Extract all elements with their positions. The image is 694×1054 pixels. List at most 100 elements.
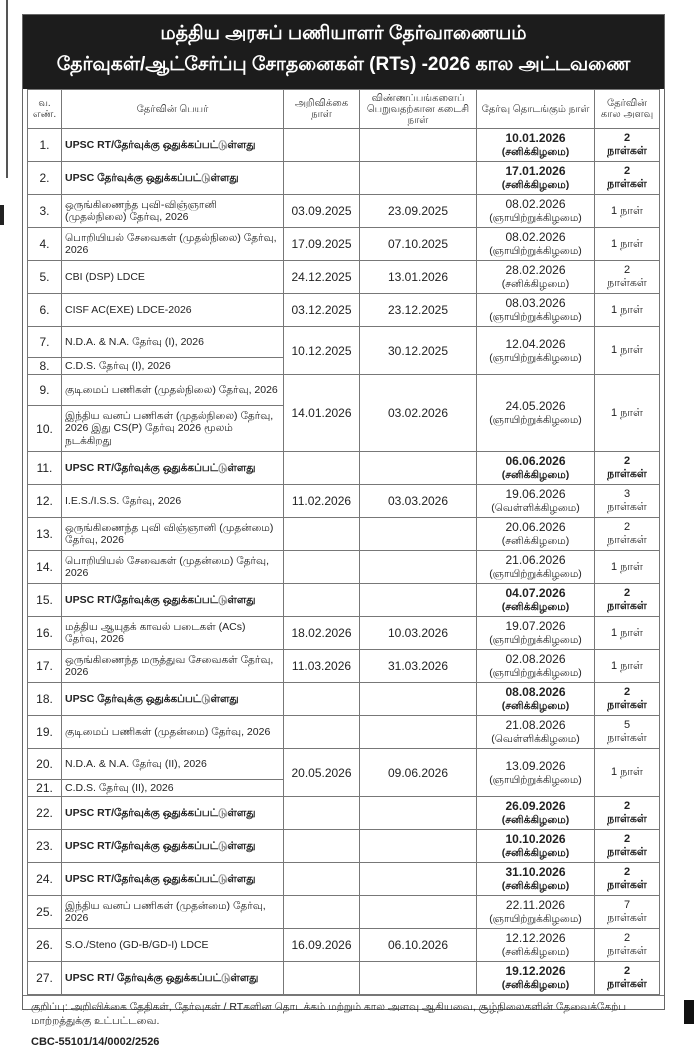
exam-duration: 2 நாள்கள் xyxy=(594,829,660,863)
notification-date: 03.09.2025 xyxy=(283,194,360,228)
notification-date xyxy=(283,451,360,485)
exam-date: 20.06.2026 xyxy=(505,520,566,534)
table-row: 2. UPSC தேர்வுக்கு ஒதுக்கப்பட்டுள்ளது 17.0… xyxy=(27,161,660,195)
serial-no: 12. xyxy=(27,484,62,518)
exam-weekday: (ஞாயிற்றுக்கிழமை) xyxy=(489,773,582,786)
exam-name: குடிமைப் பணிகள் (முதல்நிலை) தேர்வு, 2026 xyxy=(61,374,284,406)
exam-duration: 1 நாள் xyxy=(594,748,660,797)
exam-date: 04.07.2026 xyxy=(505,586,566,600)
serial-no: 6. xyxy=(27,293,62,327)
last-date xyxy=(359,715,477,749)
exam-name: இந்திய வனப் பணிகள் (முதன்மை) தேர்வு, 202… xyxy=(61,895,284,929)
exam-date: 08.02.2026 xyxy=(505,230,566,244)
header-exam-start-date: தேர்வு தொடங்கும் நாள் xyxy=(476,89,595,129)
last-date: 30.12.2025 xyxy=(359,326,477,375)
exam-name: பொறியியல் சேவைகள் (முதன்மை) தேர்வு, 2026 xyxy=(61,550,284,584)
exam-start-date: 19.07.2026 (ஞாயிற்றுக்கிழமை) xyxy=(476,616,595,650)
exam-duration: 1 நாள் xyxy=(594,550,660,584)
last-date: 13.01.2026 xyxy=(359,260,477,294)
exam-date: 24.05.2026 xyxy=(505,399,566,413)
serial-no: 9. xyxy=(27,374,62,406)
table-row: 1. UPSC RT/தேர்வுக்கு ஒதுக்கப்பட்டுள்ளது 1… xyxy=(27,128,660,162)
last-date xyxy=(359,961,477,995)
exam-weekday: (ஞாயிற்றுக்கிழமை) xyxy=(489,212,582,224)
exam-date: 10.01.2026 xyxy=(505,131,566,145)
exam-start-date: 12.12.2026 (சனிக்கிழமை) xyxy=(476,928,595,962)
table-row: 10. இந்திய வனப் பணிகள் (முதல்நிலை) தேர்வு… xyxy=(27,405,660,452)
exam-weekday: (சனிக்கிழமை) xyxy=(501,814,570,826)
last-date xyxy=(359,517,477,551)
exam-start-date: 19.12.2026 (சனிக்கிழமை) xyxy=(476,961,595,995)
notification-date xyxy=(283,128,360,162)
exam-weekday: (ஞாயிற்றுக்கிழமை) xyxy=(489,414,582,426)
table-row: 12. I.E.S./I.S.S. தேர்வு, 2026 11.02.2026 0… xyxy=(27,484,660,518)
serial-no: 23. xyxy=(27,829,62,863)
table-row: 18. UPSC தேர்வுக்கு ஒதுக்கப்பட்டுள்ளது 08.… xyxy=(27,682,660,716)
exam-start-date: 20.06.2026 (சனிக்கிழமை) xyxy=(476,517,595,551)
table-row: 3. ஒருங்கிணைந்த புவி-விஞ்ஞானி (முதல்நிலை)… xyxy=(27,194,660,228)
table-row: 25. இந்திய வனப் பணிகள் (முதன்மை) தேர்வு, … xyxy=(27,895,660,929)
exam-weekday: (ஞாயிற்றுக்கிழமை) xyxy=(489,568,582,580)
exam-start-date: 02.08.2026 (ஞாயிற்றுக்கிழமை) xyxy=(476,649,595,683)
schedule-table: வ. எண். தேர்வின் பெயர் அறிவிக்கை நாள் வி… xyxy=(27,89,660,995)
notification-date xyxy=(283,829,360,863)
exam-duration: 1 நாள் xyxy=(594,293,660,327)
serial-no: 22. xyxy=(27,796,62,830)
table-row: 9. குடிமைப் பணிகள் (முதல்நிலை) தேர்வு, 20… xyxy=(27,374,660,452)
exam-date: 19.07.2026 xyxy=(505,619,566,633)
last-date: 10.03.2026 xyxy=(359,616,477,650)
exam-date: 08.03.2026 xyxy=(505,296,566,310)
notification-date: 18.02.2026 xyxy=(283,616,360,650)
exam-start-date: 21.06.2026 (ஞாயிற்றுக்கிழமை) xyxy=(476,550,595,584)
exam-start-date: 10.10.2026 (சனிக்கிழமை) xyxy=(476,829,595,863)
exam-date: 13.09.2026 xyxy=(505,758,566,773)
table-header-row: வ. எண். தேர்வின் பெயர் அறிவிக்கை நாள் வி… xyxy=(27,89,660,129)
exam-start-date: 24.05.2026 (ஞாயிற்றுக்கிழமை) xyxy=(476,374,595,452)
exam-duration: 3 நாள்கள் xyxy=(594,484,660,518)
exam-weekday: (வெள்ளிக்கிழமை) xyxy=(491,502,580,514)
table-row: 20. N.D.A. & N.A. தேர்வு (II), 2026 20.05.… xyxy=(27,748,660,797)
exam-name: CBI (DSP) LDCE xyxy=(61,260,284,294)
exam-weekday: (ஞாயிற்றுக்கிழமை) xyxy=(489,667,582,679)
exam-weekday: (சனிக்கிழமை) xyxy=(501,979,570,991)
exam-duration: 1 நாள் xyxy=(594,374,660,452)
exam-duration: 5 நாள்கள் xyxy=(594,715,660,749)
header-notification-date: அறிவிக்கை நாள் xyxy=(283,89,360,129)
notification-date xyxy=(283,961,360,995)
exam-start-date: 08.02.2026 (ஞாயிற்றுக்கிழமை) xyxy=(476,194,595,228)
notification-date: 20.05.2026 xyxy=(283,748,360,797)
notification-date: 14.01.2026 xyxy=(283,374,360,452)
serial-no: 16. xyxy=(27,616,62,650)
exam-duration: 1 நாள் xyxy=(594,326,660,375)
table-row: 22. UPSC RT/தேர்வுக்கு ஒதுக்கப்பட்டுள்ளது… xyxy=(27,796,660,830)
header-duration: தேர்வின் கால அளவு xyxy=(594,89,660,129)
exam-duration: 2 நாள்கள் xyxy=(594,161,660,195)
last-date xyxy=(359,128,477,162)
exam-duration: 2 நாள்கள் xyxy=(594,517,660,551)
header-serial-no: வ. எண். xyxy=(27,89,62,129)
last-date xyxy=(359,796,477,830)
exam-start-date: 19.06.2026 (வெள்ளிக்கிழமை) xyxy=(476,484,595,518)
last-date xyxy=(359,161,477,195)
exam-duration: 2 நாள்கள் xyxy=(594,583,660,617)
exam-weekday: (வெள்ளிக்கிழமை) xyxy=(491,733,580,745)
last-date: 23.09.2025 xyxy=(359,194,477,228)
exam-start-date: 08.08.2026 (சனிக்கிழமை) xyxy=(476,682,595,716)
exam-weekday: (ஞாயிற்றுக்கிழமை) xyxy=(489,311,582,323)
table-row: 4. பொறியியல் சேவைகள் (முதல்நிலை) தேர்வு, … xyxy=(27,227,660,261)
notification-date xyxy=(283,161,360,195)
serial-no: 27. xyxy=(27,961,62,995)
exam-name: UPSC RT/தேர்வுக்கு ஒதுக்கப்பட்டுள்ளது xyxy=(61,451,284,485)
exam-weekday: (ஞாயிற்றுக்கிழமை) xyxy=(489,351,582,364)
ad-code: CBC-55101/14/0002/2526 xyxy=(31,1036,160,1048)
notification-date xyxy=(283,796,360,830)
exam-name: UPSC RT/தேர்வுக்கு ஒதுக்கப்பட்டுள்ளது xyxy=(61,796,284,830)
footnote: குறிப்பு: அறிவிக்கை தேதிகள், தேர்வுகள் /… xyxy=(23,995,664,1030)
serial-no: 8. xyxy=(27,357,62,375)
exam-date: 17.01.2026 xyxy=(505,164,566,178)
serial-no: 7. xyxy=(27,326,62,358)
exam-start-date: 22.11.2026 (ஞாயிற்றுக்கிழமை) xyxy=(476,895,595,929)
exam-weekday: (சனிக்கிழமை) xyxy=(501,601,570,613)
exam-weekday: (சனிக்கிழமை) xyxy=(501,535,570,547)
exam-name: பொறியியல் சேவைகள் (முதல்நிலை) தேர்வு, 20… xyxy=(61,227,284,261)
